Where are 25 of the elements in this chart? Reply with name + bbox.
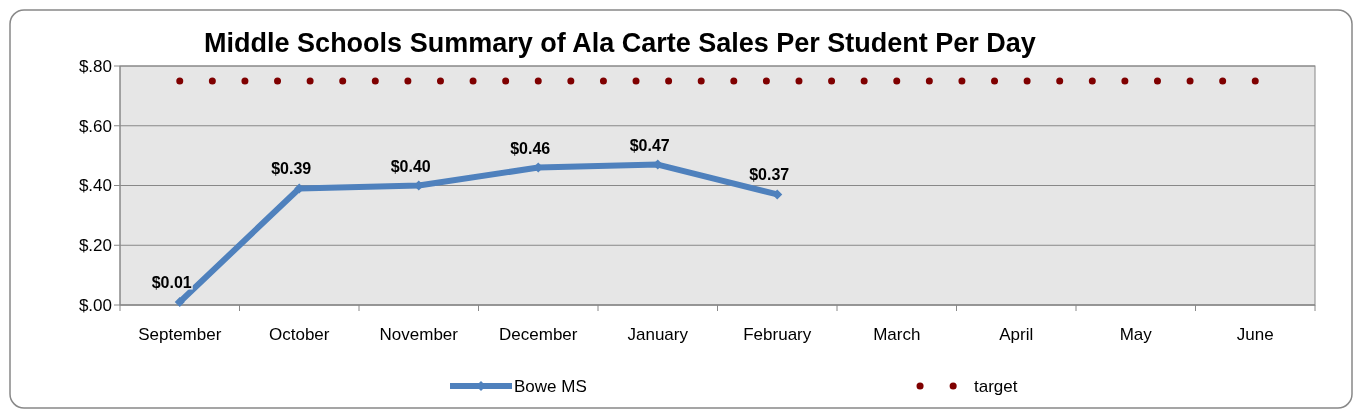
data-label: $0.46	[510, 139, 551, 157]
x-tick-label: November	[379, 325, 459, 344]
data-label: $0.40	[390, 157, 431, 175]
x-tick-label: January	[627, 325, 689, 344]
x-tick-label: April	[999, 325, 1034, 344]
y-tick-label: $.80	[78, 56, 112, 76]
x-tick-label: September	[138, 325, 222, 344]
y-tick-label: $.60	[78, 116, 112, 136]
x-tick-label: December	[499, 325, 578, 344]
data-label: $0.39	[271, 160, 312, 178]
x-tick-label: June	[1236, 325, 1274, 344]
x-tick-label: October	[269, 325, 330, 344]
x-tick-label: February	[743, 325, 812, 344]
legend-label: target	[974, 376, 1018, 396]
point	[174, 297, 185, 308]
data-label: $0.01	[151, 274, 192, 292]
y-tick-label: $.40	[78, 176, 112, 196]
data-label: $0.47	[629, 136, 670, 154]
y-tick-label: $.20	[78, 236, 112, 256]
x-tick-label: March	[873, 325, 921, 344]
x-tick-label: May	[1119, 325, 1153, 344]
data-label: $0.37	[749, 166, 790, 184]
legend-label: Bowe MS	[514, 376, 587, 396]
chart-title: Middle Schools Summary of Ala Carte Sales Per Student Per Day	[204, 28, 1036, 58]
y-tick-label: $.00	[78, 295, 112, 315]
